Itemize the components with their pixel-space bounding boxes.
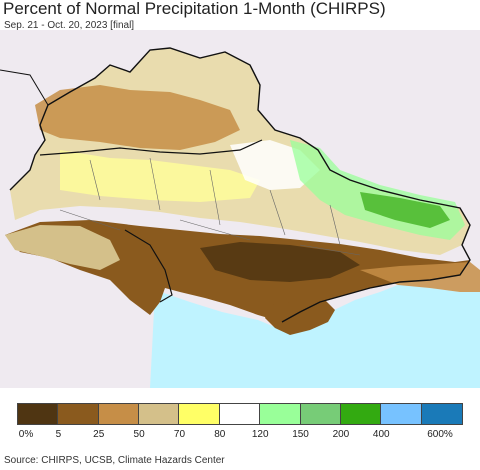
legend-swatch <box>178 403 221 425</box>
source-credit: Source: CHIRPS, UCSB, Climate Hazards Ce… <box>4 455 225 466</box>
legend-swatch <box>97 403 141 425</box>
east-very-wet-area <box>360 192 450 228</box>
legend-label: 150 <box>292 429 309 440</box>
legend-swatch <box>380 403 423 425</box>
crimea-peninsula <box>265 298 335 335</box>
legend-swatch <box>420 403 463 425</box>
legend-label: 5 <box>55 429 62 440</box>
map-title: Percent of Normal Precipitation 1-Month … <box>3 0 386 18</box>
precipitation-map <box>0 30 480 388</box>
legend-swatch <box>138 403 181 425</box>
map-subtitle: Sep. 21 - Oct. 20, 2023 [final] <box>4 20 135 31</box>
legend-label: 80 <box>214 429 226 440</box>
south-very-dry-area <box>200 242 360 282</box>
legend-label: 70 <box>173 429 186 440</box>
russia-east-region <box>360 262 480 292</box>
belarus-border <box>39 139 263 156</box>
legend-swatch <box>16 403 60 425</box>
legend-label: 120 <box>251 429 269 440</box>
legend-label: 400 <box>372 429 390 440</box>
northwest-dry-area <box>35 85 240 150</box>
legend-label: 600% <box>427 429 453 440</box>
legend-label: 50 <box>133 429 145 440</box>
legend-swatch <box>57 403 100 425</box>
legend-label: 200 <box>332 429 350 440</box>
oblast-borders <box>59 157 361 256</box>
north-moderate-area <box>60 150 260 202</box>
legend-label: 25 <box>93 429 105 440</box>
moldova-border <box>124 229 173 303</box>
legend-swatch <box>259 403 302 425</box>
black-sea <box>150 285 480 388</box>
legend-swatch <box>299 403 342 425</box>
legend-label: 0% <box>18 429 34 440</box>
legend-swatch <box>339 403 383 425</box>
legend-swatch <box>218 403 262 425</box>
legend-color-bar <box>16 403 463 425</box>
southwest-moderate-area <box>5 225 120 270</box>
west-border <box>0 69 49 106</box>
